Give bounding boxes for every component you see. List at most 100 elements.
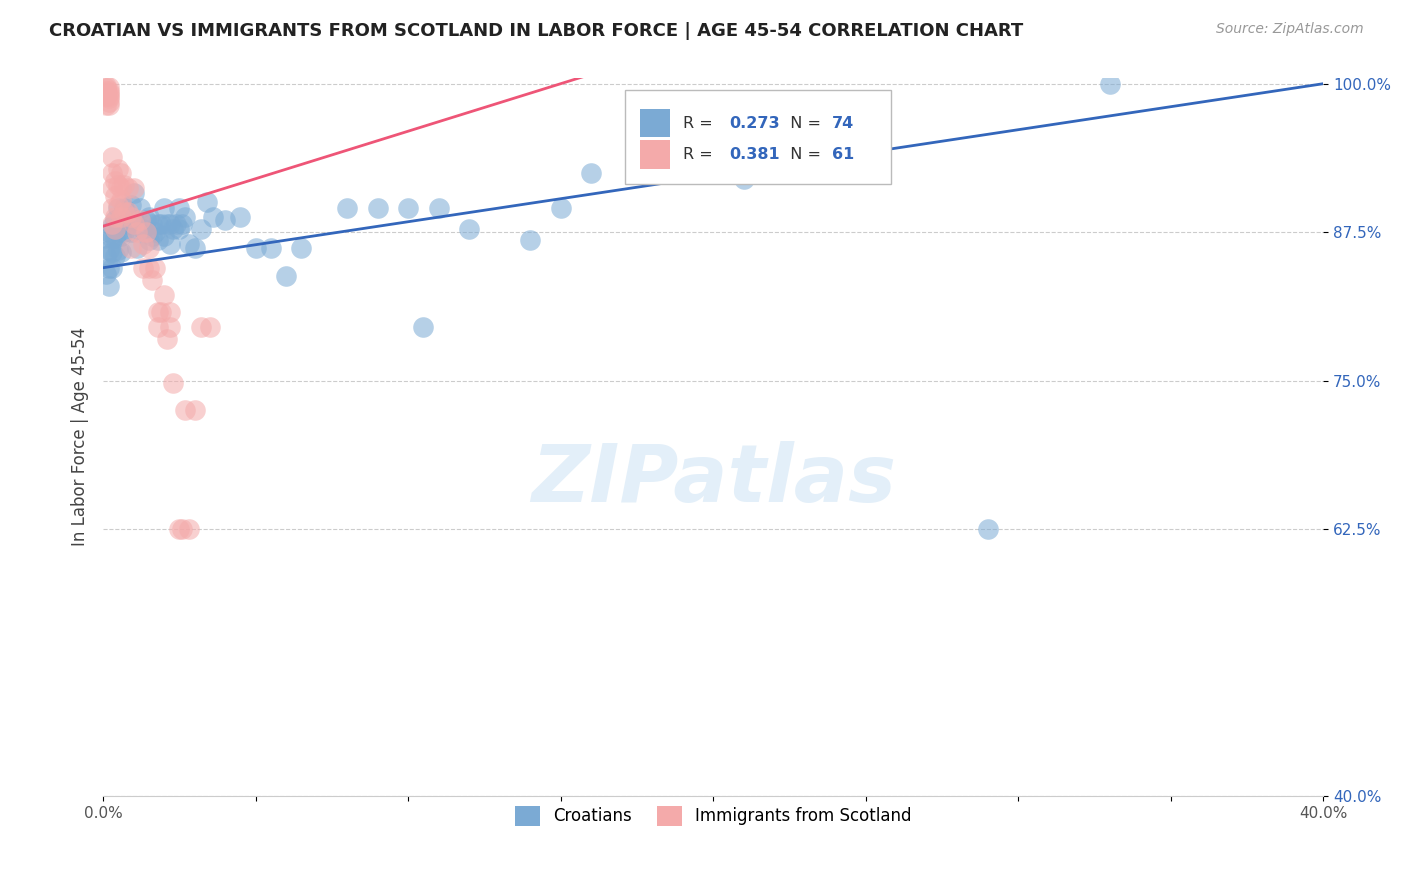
Point (98, 86, 121, 100)
Point (198, 320, 221, 334)
Point (183, 241, 205, 255)
Point (138, 210, 160, 224)
Point (172, 522, 194, 536)
Point (101, 219, 124, 234)
Point (96, 88, 118, 103)
Point (165, 217, 187, 231)
Point (101, 217, 124, 231)
Point (122, 181, 145, 195)
Point (177, 237, 200, 252)
Point (98, 80, 121, 95)
Point (172, 217, 194, 231)
Point (1098, 77, 1121, 91)
Point (132, 260, 155, 275)
Point (101, 231, 124, 245)
Point (110, 245, 132, 260)
Point (96, 86, 118, 100)
Text: ZIPatlas: ZIPatlas (530, 441, 896, 519)
Point (125, 221, 148, 235)
Point (122, 217, 145, 231)
Point (276, 268, 298, 283)
Point (177, 522, 200, 536)
Point (229, 210, 252, 224)
Point (98, 91, 121, 105)
Point (107, 243, 129, 257)
Point (110, 228, 132, 243)
Text: N =: N = (780, 147, 827, 162)
Point (153, 228, 176, 243)
Point (141, 228, 163, 243)
Text: 74: 74 (831, 116, 853, 130)
Point (96, 81, 118, 95)
Y-axis label: In Labor Force | Age 45-54: In Labor Force | Age 45-54 (72, 327, 89, 547)
Point (107, 198, 129, 212)
Point (122, 213, 145, 227)
Point (117, 217, 139, 231)
Point (98, 95, 121, 109)
Point (190, 221, 212, 235)
Point (104, 210, 127, 224)
Point (174, 403, 197, 417)
Point (138, 241, 160, 255)
Text: 61: 61 (831, 147, 853, 162)
Point (98, 225, 121, 239)
Point (104, 213, 127, 227)
Point (138, 234, 160, 248)
Text: 0.381: 0.381 (730, 147, 780, 162)
Point (146, 234, 169, 248)
Point (201, 210, 224, 224)
Point (132, 237, 155, 252)
Point (458, 221, 481, 235)
Point (141, 272, 163, 286)
Point (550, 202, 572, 216)
Point (195, 195, 218, 210)
Point (150, 217, 173, 231)
Point (260, 241, 283, 255)
Point (367, 202, 389, 216)
Text: Source: ZipAtlas.com: Source: ZipAtlas.com (1216, 22, 1364, 37)
Point (114, 225, 136, 239)
Point (143, 260, 166, 275)
Point (143, 225, 166, 239)
Point (579, 166, 602, 180)
Text: CROATIAN VS IMMIGRANTS FROM SCOTLAND IN LABOR FORCE | AGE 45-54 CORRELATION CHAR: CROATIAN VS IMMIGRANTS FROM SCOTLAND IN … (49, 22, 1024, 40)
Point (174, 210, 197, 224)
Point (110, 213, 132, 227)
FancyBboxPatch shape (626, 90, 891, 184)
Point (98, 84, 121, 98)
Point (159, 217, 181, 231)
Point (125, 225, 148, 239)
Point (107, 202, 129, 216)
Point (101, 166, 124, 180)
Point (98, 243, 121, 257)
Point (114, 202, 136, 216)
Text: R =: R = (683, 147, 717, 162)
Point (117, 181, 139, 195)
Point (117, 205, 139, 219)
Point (122, 186, 145, 200)
Point (162, 376, 184, 390)
Point (107, 162, 129, 177)
Point (162, 221, 184, 235)
Point (96, 84, 118, 98)
Point (110, 181, 132, 195)
Point (114, 205, 136, 219)
Point (169, 522, 191, 536)
Point (190, 320, 212, 334)
Point (396, 202, 419, 216)
Point (98, 88, 121, 103)
Point (138, 260, 160, 275)
Text: 0.273: 0.273 (730, 116, 780, 130)
Point (110, 210, 132, 224)
Point (159, 304, 181, 318)
Point (153, 202, 176, 216)
Point (156, 332, 179, 346)
Legend: Croatians, Immigrants from Scotland: Croatians, Immigrants from Scotland (506, 797, 920, 834)
Text: N =: N = (780, 116, 827, 130)
Point (101, 245, 124, 260)
Point (132, 221, 155, 235)
Point (519, 234, 541, 248)
Point (104, 174, 127, 188)
Point (245, 241, 267, 255)
Point (146, 217, 169, 231)
